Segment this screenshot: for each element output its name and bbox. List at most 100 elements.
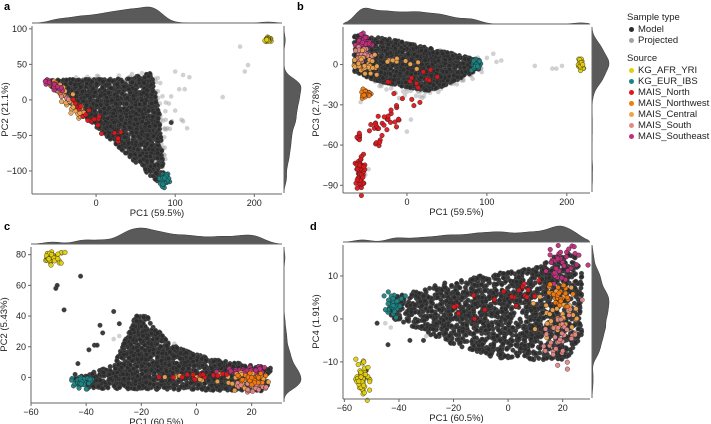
x-tick-label: 0: [404, 197, 409, 207]
point-mais-north: [72, 100, 78, 106]
point-model: [148, 100, 154, 106]
point-model: [152, 94, 158, 100]
point-mais-north: [115, 135, 121, 141]
point-model: [401, 67, 407, 73]
point-model: [143, 166, 149, 172]
point-model: [408, 41, 414, 47]
point-mais-central: [370, 65, 376, 71]
point-projected: [184, 126, 190, 131]
point-model: [144, 141, 150, 147]
point-projected: [220, 94, 225, 100]
point-model: [155, 115, 161, 121]
x-tick-label: 100: [168, 198, 183, 208]
point-model: [133, 111, 139, 117]
point-mais-central: [374, 63, 380, 69]
y-tick-label: 0: [333, 60, 338, 70]
point-model: [145, 132, 151, 138]
point-projected: [242, 69, 248, 74]
point-mais-north: [414, 80, 420, 86]
point-model: [111, 119, 117, 125]
point-mais-south: [59, 93, 65, 99]
point-model: [148, 82, 154, 88]
point-model: [455, 55, 461, 61]
point-model: [418, 48, 424, 54]
point-mais-central: [372, 52, 378, 58]
point-projected: [245, 62, 251, 68]
point-model: [76, 77, 82, 83]
point-model: [139, 129, 145, 135]
point-model: [451, 77, 457, 83]
y-tick-label: −30: [323, 100, 338, 110]
point-mais-southeast: [42, 78, 48, 84]
point-mais-southeast: [360, 39, 366, 45]
point-model: [84, 93, 90, 99]
point-model: [126, 86, 132, 92]
point-model: [159, 163, 165, 169]
x-tick-label: 200: [247, 198, 262, 208]
point-model: [141, 90, 147, 96]
point-mais-north: [381, 114, 387, 120]
point-model: [157, 122, 163, 128]
point-model: [94, 81, 100, 87]
point-mais-north: [86, 107, 92, 113]
point-projected: [499, 58, 504, 63]
point-mais-central: [415, 59, 421, 65]
point-model: [397, 70, 403, 76]
point-model: [418, 74, 424, 80]
point-model: [423, 48, 429, 54]
point-model: [98, 93, 104, 99]
point-mais-central: [360, 47, 366, 53]
point-model: [78, 84, 84, 90]
point-model: [106, 105, 112, 111]
point-model: [118, 117, 124, 123]
point-model: [140, 114, 146, 120]
point-mais-north: [354, 177, 360, 183]
point-model: [447, 56, 453, 62]
point-model: [375, 39, 381, 45]
point-mais-north: [409, 75, 415, 81]
point-mais-central: [390, 57, 396, 63]
point-model: [156, 110, 162, 116]
point-model: [110, 110, 116, 116]
point-model: [378, 54, 384, 60]
point-model: [435, 58, 441, 64]
point-model: [106, 77, 112, 83]
point-model: [94, 103, 100, 109]
point-model: [141, 156, 147, 162]
point-model: [150, 133, 156, 139]
point-model: [131, 93, 137, 99]
point-projected: [237, 44, 243, 49]
point-mais-north: [83, 112, 89, 118]
point-mais-southeast: [362, 35, 368, 41]
y-tick-label: −50: [12, 130, 27, 140]
point-model: [430, 49, 436, 55]
point-mais-north: [95, 122, 101, 128]
point-model: [391, 77, 397, 83]
points: [42, 34, 274, 191]
point-projected: [172, 69, 178, 74]
point-projected: [388, 86, 394, 91]
point-mais-north: [415, 85, 421, 91]
point-model: [434, 79, 440, 85]
y-tick-label: 100: [12, 24, 27, 34]
point-mais-central: [407, 61, 413, 67]
y-tick-label: 50: [17, 59, 27, 69]
point-mais-north: [372, 121, 378, 127]
point-model: [152, 123, 158, 129]
point-kg-eur-ibs: [471, 58, 477, 64]
point-mais-north: [357, 162, 363, 168]
y-tick-label: −100: [7, 166, 27, 176]
point-projected: [404, 129, 410, 134]
point-mais-north: [381, 122, 387, 128]
panel-label: b: [297, 1, 304, 13]
point-model: [68, 80, 74, 86]
point-projected: [491, 51, 496, 57]
point-model: [124, 107, 130, 113]
point-model: [146, 123, 152, 129]
point-model: [133, 159, 139, 165]
point-projected: [180, 72, 186, 78]
point-model: [387, 71, 393, 77]
point-mais-north: [384, 127, 390, 133]
